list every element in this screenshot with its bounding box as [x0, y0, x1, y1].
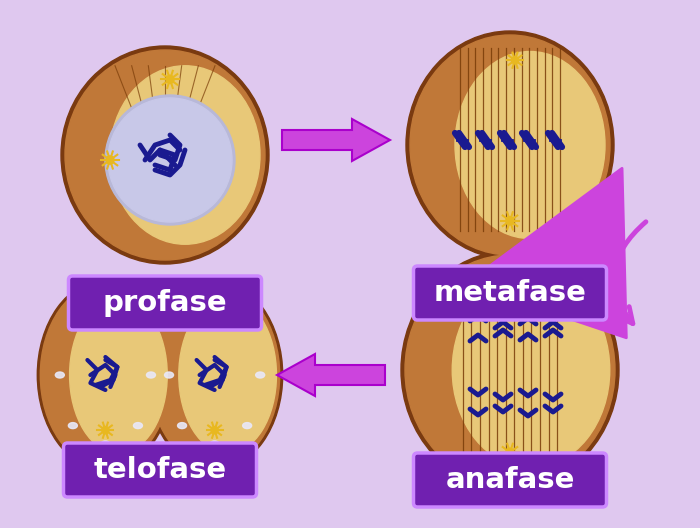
- Ellipse shape: [210, 441, 219, 447]
- Circle shape: [102, 427, 109, 434]
- Ellipse shape: [455, 52, 605, 239]
- Ellipse shape: [452, 272, 610, 468]
- Ellipse shape: [410, 35, 610, 255]
- Circle shape: [105, 95, 235, 225]
- Ellipse shape: [55, 372, 64, 378]
- Circle shape: [506, 217, 514, 225]
- Ellipse shape: [65, 50, 265, 260]
- Circle shape: [506, 448, 514, 456]
- Ellipse shape: [146, 280, 283, 470]
- Ellipse shape: [69, 422, 78, 429]
- Ellipse shape: [243, 322, 252, 327]
- FancyBboxPatch shape: [64, 443, 256, 497]
- Text: telofase: telofase: [93, 456, 227, 484]
- Text: profase: profase: [103, 289, 228, 317]
- Ellipse shape: [178, 322, 186, 327]
- Ellipse shape: [41, 283, 171, 467]
- FancyArrow shape: [282, 119, 390, 161]
- Text: metafase: metafase: [433, 279, 587, 307]
- Ellipse shape: [243, 422, 252, 429]
- Ellipse shape: [405, 255, 615, 485]
- Ellipse shape: [210, 303, 219, 309]
- Ellipse shape: [134, 322, 143, 327]
- FancyArrow shape: [277, 354, 385, 396]
- Ellipse shape: [101, 441, 110, 447]
- Circle shape: [211, 427, 218, 434]
- Circle shape: [506, 277, 514, 285]
- Ellipse shape: [101, 303, 110, 309]
- Circle shape: [108, 98, 232, 222]
- Ellipse shape: [256, 372, 265, 378]
- Circle shape: [106, 156, 114, 164]
- Text: anafase: anafase: [445, 466, 575, 494]
- FancyBboxPatch shape: [414, 266, 606, 320]
- Ellipse shape: [61, 46, 269, 264]
- Ellipse shape: [150, 283, 280, 467]
- Ellipse shape: [69, 322, 78, 327]
- Circle shape: [166, 76, 174, 83]
- Circle shape: [512, 56, 519, 64]
- Ellipse shape: [178, 297, 276, 453]
- Ellipse shape: [134, 422, 143, 429]
- FancyBboxPatch shape: [414, 453, 606, 507]
- Ellipse shape: [164, 372, 174, 378]
- Ellipse shape: [401, 251, 619, 489]
- Ellipse shape: [69, 297, 167, 453]
- FancyBboxPatch shape: [69, 276, 262, 330]
- Ellipse shape: [110, 66, 260, 244]
- Ellipse shape: [406, 31, 614, 259]
- Ellipse shape: [146, 372, 155, 378]
- Ellipse shape: [178, 422, 186, 429]
- Ellipse shape: [37, 280, 174, 470]
